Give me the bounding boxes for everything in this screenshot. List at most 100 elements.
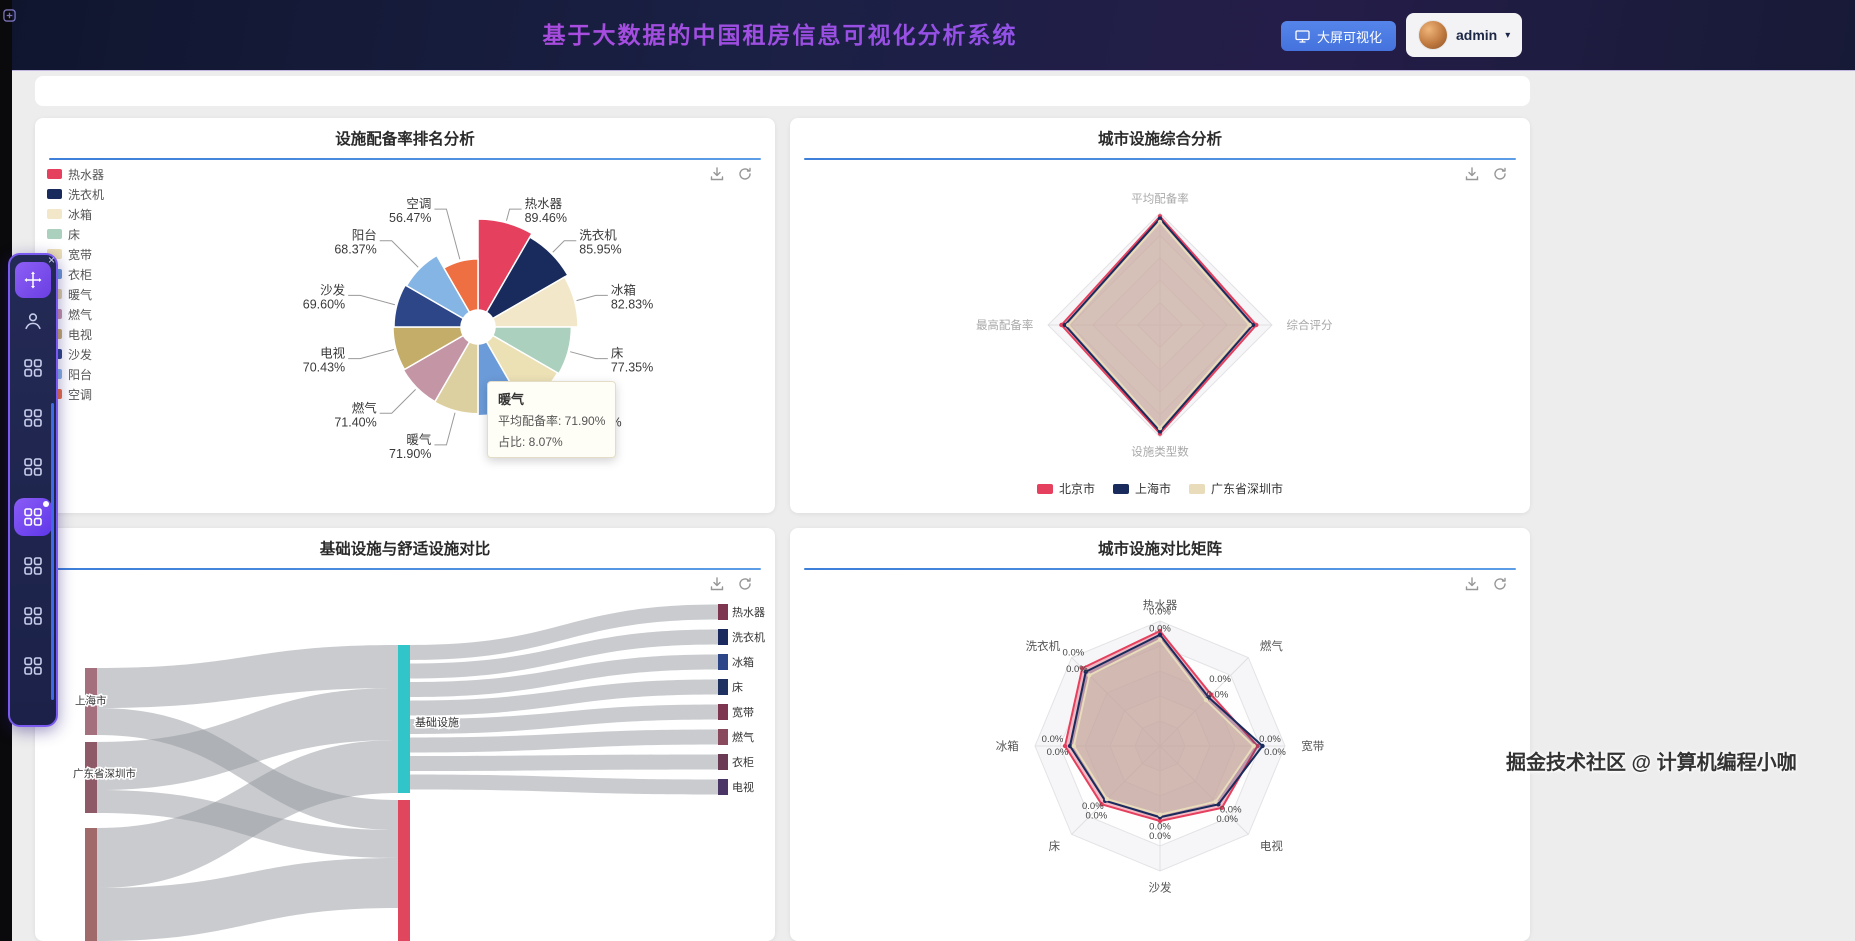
- refresh-icon[interactable]: [737, 576, 753, 592]
- svg-text:最高配备率: 最高配备率: [976, 318, 1033, 332]
- svg-text:0.0%: 0.0%: [1209, 674, 1231, 685]
- username: admin: [1456, 27, 1498, 43]
- refresh-icon[interactable]: [1492, 166, 1508, 182]
- svg-text:电视: 电视: [320, 346, 346, 361]
- sidebar-item-panel-7[interactable]: [21, 654, 45, 678]
- svg-text:基础设施: 基础设施: [415, 716, 459, 729]
- refresh-icon[interactable]: [737, 166, 753, 182]
- svg-text:衣柜: 衣柜: [732, 755, 754, 769]
- svg-text:热水器: 热水器: [525, 197, 563, 211]
- card-title: 基础设施与舒适设施对比: [319, 541, 491, 558]
- tooltip-share: 占比: 8.07%: [498, 435, 563, 449]
- sidebar-item-panel-3[interactable]: [21, 455, 45, 479]
- legend-item[interactable]: 上海市: [1112, 480, 1171, 497]
- svg-text:0.0%: 0.0%: [1149, 623, 1171, 634]
- radar-legend: 北京市 上海市 广东省深圳市: [790, 480, 1530, 497]
- legend-item[interactable]: 床: [47, 224, 104, 244]
- big-screen-button[interactable]: 大屏可视化: [1281, 21, 1397, 51]
- svg-text:平均配备率: 平均配备率: [1131, 191, 1189, 205]
- app-header: 基于大数据的中国租房信息可视化分析系统 大屏可视化 admin ▾: [0, 0, 1855, 70]
- floating-sidebar: ×: [8, 253, 58, 727]
- matrix-radar-chart[interactable]: 热水器燃气宽带电视沙发床冰箱洗衣机0.0%0.0%0.0%0.0%0.0%0.0…: [790, 570, 1530, 941]
- chart-tooltip: 暖气 平均配备率: 71.90% 占比: 8.07%: [487, 381, 617, 458]
- legend-item[interactable]: 宽带: [47, 244, 104, 264]
- svg-text:89.46%: 89.46%: [525, 211, 567, 225]
- svg-text:阳台: 阳台: [352, 228, 377, 243]
- svg-text:综合评分: 综合评分: [1287, 318, 1333, 332]
- card-title-underline: [804, 568, 1516, 570]
- legend-item[interactable]: 北京市: [1036, 480, 1095, 497]
- big-screen-label: 大屏可视化: [1317, 29, 1383, 45]
- svg-text:暖气: 暖气: [406, 432, 432, 447]
- active-badge-dot: [43, 501, 49, 507]
- card-city-comprehensive: 城市设施综合分析 平均配备率 综合评分 设施类型数 最高配备率 北京市 上海市 广东省深圳…: [790, 118, 1530, 513]
- corner-widget-icon[interactable]: [3, 9, 16, 27]
- svg-text:69.60%: 69.60%: [303, 297, 345, 311]
- svg-text:0.0%: 0.0%: [1149, 607, 1171, 618]
- filter-panel: [35, 76, 1530, 106]
- svg-text:71.40%: 71.40%: [334, 415, 376, 429]
- chevron-down-icon: ▾: [1505, 29, 1511, 41]
- svg-text:冰箱: 冰箱: [996, 739, 1019, 753]
- svg-text:0.0%: 0.0%: [1063, 647, 1085, 658]
- card-title: 城市设施综合分析: [1097, 131, 1222, 148]
- refresh-icon[interactable]: [1492, 576, 1508, 592]
- svg-text:电视: 电视: [1260, 839, 1283, 853]
- svg-text:0.0%: 0.0%: [1149, 831, 1171, 842]
- tooltip-rate: 平均配备率: 71.90%: [498, 414, 606, 428]
- page-title: 基于大数据的中国租房信息可视化分析系统: [0, 0, 1560, 70]
- download-icon[interactable]: [709, 166, 725, 182]
- download-icon[interactable]: [709, 576, 725, 592]
- svg-text:沙发: 沙发: [320, 282, 346, 297]
- svg-text:广东省深圳市: 广东省深圳市: [73, 767, 136, 780]
- svg-text:上海市: 上海市: [75, 694, 107, 707]
- monitor-icon: [1295, 29, 1310, 43]
- svg-text:燃气: 燃气: [1260, 639, 1283, 653]
- avatar: [1418, 20, 1448, 50]
- legend-item[interactable]: 冰箱: [47, 204, 104, 224]
- sidebar-item-panel-1[interactable]: [21, 356, 45, 380]
- card-title: 设施配备率排名分析: [335, 131, 475, 148]
- svg-text:电视: 电视: [732, 780, 754, 794]
- card-facility-ranking: 设施配备率排名分析 热水器 洗衣机 冰箱床宽带 衣柜 暖气 燃气 电视 沙发 阳台 空调 热水器 8…: [35, 118, 775, 513]
- svg-text:空调: 空调: [406, 197, 431, 211]
- svg-text:宽带: 宽带: [732, 705, 754, 719]
- svg-text:68.37%: 68.37%: [334, 243, 376, 257]
- card-city-matrix: 城市设施对比矩阵 热水器 燃气 宽带 电视 沙发床冰箱 洗衣机 0.0% 0.0% 0.0% 0.…: [790, 528, 1530, 941]
- sidebar-scroll-indicator[interactable]: [51, 403, 54, 700]
- download-icon[interactable]: [1464, 576, 1480, 592]
- close-icon[interactable]: ×: [47, 253, 55, 267]
- legend-item[interactable]: 广东省深圳市: [1189, 480, 1283, 497]
- svg-text:0.0%: 0.0%: [1042, 734, 1064, 745]
- rose-chart[interactable]: 热水器89.46%洗衣机85.95%冰箱82.83%床77.35%宽带76.06…: [35, 160, 775, 513]
- user-menu[interactable]: admin ▾: [1406, 13, 1523, 57]
- sidebar-item-panel-6[interactable]: [21, 604, 45, 628]
- download-icon[interactable]: [1464, 166, 1480, 182]
- svg-text:宽带: 宽带: [1301, 739, 1324, 753]
- svg-text:洗衣机: 洗衣机: [579, 228, 617, 243]
- tooltip-series-name: 暖气: [498, 392, 525, 407]
- svg-text:0.0%: 0.0%: [1149, 822, 1171, 833]
- drag-handle[interactable]: [15, 262, 51, 298]
- sidebar-item-panel-2[interactable]: [21, 406, 45, 430]
- svg-text:冰箱: 冰箱: [732, 655, 754, 669]
- legend-item[interactable]: 洗衣机: [47, 184, 104, 204]
- svg-text:0.0%: 0.0%: [1220, 805, 1242, 816]
- legend-item[interactable]: 热水器: [47, 164, 104, 184]
- svg-text:洗衣机: 洗衣机: [732, 630, 765, 644]
- svg-text:床: 床: [1049, 839, 1061, 853]
- svg-text:71.90%: 71.90%: [389, 447, 431, 461]
- svg-text:沙发: 沙发: [1149, 880, 1172, 894]
- svg-text:0.0%: 0.0%: [1216, 814, 1238, 825]
- sidebar-item-user[interactable]: [21, 309, 45, 333]
- sidebar-item-panel-5[interactable]: [21, 554, 45, 578]
- card-title-underline: [804, 158, 1516, 160]
- sidebar-item-panel-4[interactable]: [14, 498, 52, 536]
- svg-text:70.43%: 70.43%: [303, 361, 345, 375]
- card-title: 城市设施对比矩阵: [1097, 541, 1222, 558]
- svg-text:冰箱: 冰箱: [611, 282, 636, 297]
- svg-text:56.47%: 56.47%: [389, 211, 431, 225]
- svg-text:0.0%: 0.0%: [1082, 801, 1104, 812]
